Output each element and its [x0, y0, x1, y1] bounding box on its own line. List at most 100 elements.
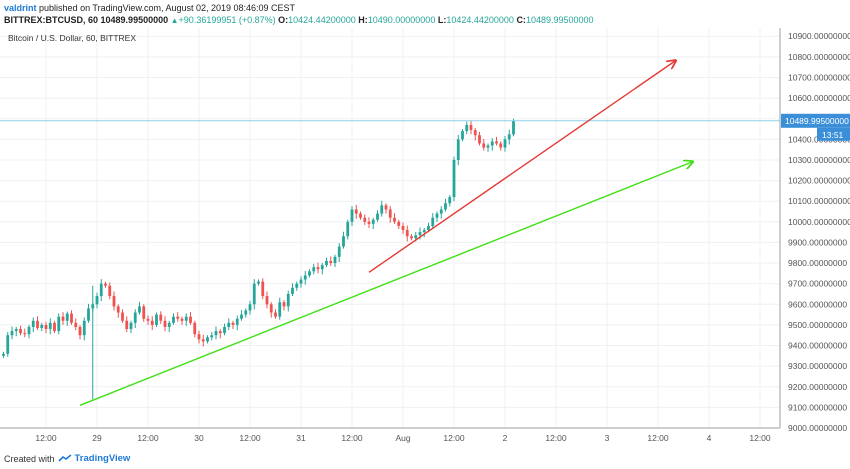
- candle-body: [218, 331, 222, 334]
- arrow-up-icon: ▲: [170, 16, 179, 25]
- candle-body: [70, 313, 73, 323]
- candle-body: [129, 322, 133, 330]
- candle-body: [427, 225, 430, 231]
- time-axis[interactable]: 12:00 29 12:00 30 12:00 31 12:00 Aug 12:00 2 12:00…: [0, 427, 780, 443]
- candle-body: [461, 131, 464, 140]
- candle-body: [201, 339, 205, 342]
- candle-body: [27, 326, 31, 335]
- candle-body: [380, 205, 384, 214]
- y-tick-label: 9600.00000000: [788, 299, 847, 309]
- candle-body: [354, 209, 358, 214]
- x-tick-label: 29: [92, 433, 102, 443]
- candle-body: [269, 304, 273, 313]
- price-chart[interactable]: Bitcoin / U.S. Dollar, 60, BITTREX 9000.…: [0, 28, 850, 452]
- candle-body: [278, 302, 282, 317]
- candle-body: [193, 322, 197, 335]
- candle-body: [495, 141, 498, 144]
- candle-body: [431, 217, 435, 226]
- candle-body: [490, 141, 494, 146]
- candle-body: [2, 353, 5, 356]
- candle-body: [172, 316, 175, 323]
- candle-body: [189, 316, 192, 323]
- footer: Created with TradingView: [4, 453, 130, 464]
- candle-body: [214, 331, 218, 336]
- candle-body: [231, 322, 235, 325]
- candle-body: [155, 314, 158, 325]
- candles: [0, 118, 780, 400]
- author-link[interactable]: valdrint: [4, 3, 37, 13]
- created-with-text: Created with: [4, 453, 55, 464]
- y-tick-label: 10000.00000000: [788, 217, 850, 227]
- candle-body: [439, 209, 443, 214]
- candle-body: [274, 312, 277, 317]
- last-price-tag: 10489.99500000 13:51: [781, 113, 850, 141]
- candle-body: [282, 302, 286, 307]
- candle-body: [53, 322, 56, 332]
- x-tick-label: 12:00: [545, 433, 567, 443]
- open-label: O:: [278, 15, 289, 25]
- x-tick-label: 12:00: [749, 433, 771, 443]
- candle-body: [329, 260, 333, 264]
- lower-support-line: [79, 162, 692, 406]
- candle-body: [108, 285, 112, 297]
- candle-body: [142, 306, 146, 319]
- candle-body: [478, 135, 481, 144]
- y-tick-label: 10300.00000000: [788, 155, 850, 165]
- price-tag-bg: [781, 113, 850, 128]
- candle-body: [359, 213, 362, 218]
- y-tick-label: 10800.00000000: [788, 52, 850, 62]
- x-tick-label: 3: [605, 433, 610, 443]
- x-tick-label: Aug: [395, 433, 410, 443]
- candle-body: [235, 318, 239, 325]
- candle-body: [146, 318, 150, 321]
- candle-body: [456, 139, 460, 160]
- candle-body: [303, 275, 307, 280]
- candle-body: [23, 333, 27, 335]
- candle-body: [388, 209, 392, 218]
- candle-body: [346, 221, 350, 237]
- y-tick-label: 9100.00000000: [788, 402, 847, 412]
- candle-body: [499, 143, 503, 148]
- candle-body: [337, 246, 341, 257]
- candle-body: [176, 316, 180, 319]
- candle-body: [452, 159, 456, 198]
- high-value: 10490.00000000: [367, 15, 436, 25]
- candle-body: [444, 203, 447, 210]
- candle-body: [422, 230, 426, 233]
- candle-body: [74, 322, 78, 327]
- candle-body: [291, 287, 294, 294]
- ohlc-legend: BITTREX:BTCUSD, 60 10489.99500000 ▲+90.3…: [4, 15, 594, 25]
- y-tick-label: 9300.00000000: [788, 361, 847, 371]
- candle-body: [206, 337, 209, 342]
- high-label: H:: [358, 15, 368, 25]
- candle-body: [469, 124, 473, 131]
- price-axis[interactable]: 9000.00000000 9100.00000000 9200.00000000 9…: [779, 28, 850, 433]
- candle-body: [401, 225, 405, 231]
- tradingview-brand[interactable]: TradingView: [74, 453, 131, 464]
- candle-body: [167, 322, 171, 327]
- published-text: published on TradingView.com, August 02,…: [39, 3, 296, 13]
- candle-body: [265, 296, 269, 305]
- x-tick-label: 2: [503, 433, 508, 443]
- close-value: 10489.99500000: [525, 15, 594, 25]
- y-tick-label: 9000.00000000: [788, 423, 847, 433]
- candle-body: [14, 329, 18, 332]
- candle-body: [150, 320, 154, 325]
- candle-body: [397, 221, 401, 226]
- y-tick-label: 9900.00000000: [788, 237, 847, 247]
- candle-body: [31, 320, 35, 327]
- close-label: C:: [516, 15, 526, 25]
- chart-header: valdrint published on TradingView.com, A…: [0, 0, 850, 30]
- publish-info: valdrint published on TradingView.com, A…: [4, 3, 295, 13]
- candle-body: [320, 265, 324, 270]
- candle-body: [210, 335, 214, 338]
- trendlines[interactable]: [79, 61, 692, 406]
- candle-body: [367, 221, 371, 224]
- candle-body: [507, 134, 511, 140]
- candle-body: [197, 334, 201, 340]
- candle-body: [180, 318, 184, 321]
- candle-body: [44, 324, 48, 330]
- candle-body: [333, 256, 337, 264]
- candle-body: [414, 235, 418, 239]
- candle-body: [48, 322, 52, 330]
